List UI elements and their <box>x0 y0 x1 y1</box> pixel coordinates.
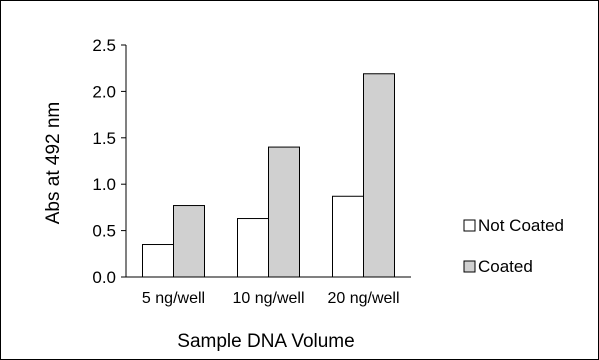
y-axis: 0.0 0.5 1.0 1.5 2.0 2.5 <box>92 36 127 287</box>
legend: Not Coated Coated <box>463 216 564 276</box>
y-tick-label: 2.0 <box>92 82 116 101</box>
legend-label: Coated <box>478 257 533 276</box>
y-tick-label: 0.5 <box>92 222 116 241</box>
x-tick-label: 10 ng/well <box>232 290 304 307</box>
legend-label: Not Coated <box>478 216 564 235</box>
bars <box>142 73 395 278</box>
bar-not-coated <box>237 218 269 278</box>
bar-not-coated <box>142 244 174 278</box>
bar-coated <box>268 146 300 278</box>
legend-swatch <box>463 260 476 273</box>
bar-coated <box>173 205 205 278</box>
y-tick-label: 0.0 <box>92 268 116 287</box>
bar-not-coated <box>332 195 364 278</box>
x-tick-label: 20 ng/well <box>327 290 399 307</box>
x-axis: 5 ng/well 10 ng/well 20 ng/well <box>126 276 411 307</box>
y-axis-title: Abs at 492 nm <box>43 102 64 225</box>
y-tick-label: 1.0 <box>92 175 116 194</box>
y-tick-label: 2.5 <box>92 36 116 55</box>
legend-swatch <box>463 219 476 232</box>
y-tick-label: 1.5 <box>92 129 116 148</box>
bar-coated <box>363 73 395 278</box>
x-axis-title: Sample DNA Volume <box>177 331 354 352</box>
x-tick-label: 5 ng/well <box>142 290 205 307</box>
